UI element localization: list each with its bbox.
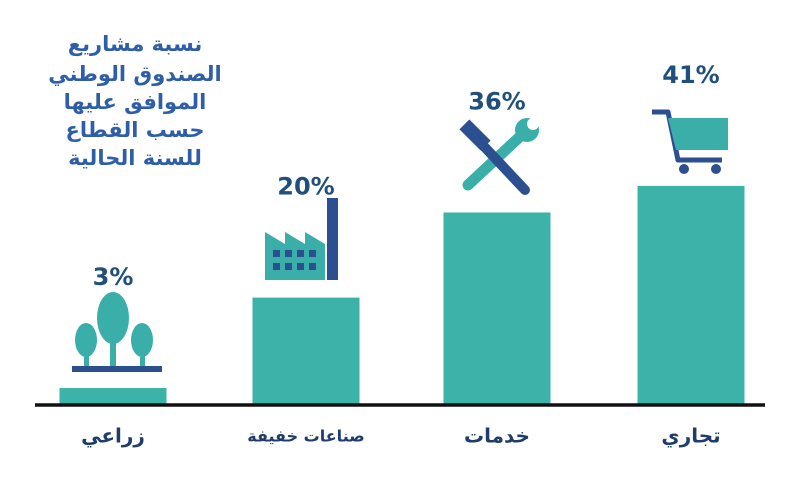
x-tick-label: صناعات خفيفة [247, 427, 364, 446]
title-line: الموافق عليها [64, 90, 207, 114]
title-line: الصندوق الوطني [48, 62, 221, 86]
value-label: 20% [277, 173, 334, 201]
x-tick-label: تجاري [661, 424, 720, 449]
title-line: حسب القطاع [66, 118, 205, 142]
value-label: 36% [468, 87, 525, 115]
x-tick-label: خدمات [464, 424, 530, 448]
factory-icon [265, 198, 338, 280]
tools-icon [459, 118, 539, 195]
x-tick-label: زراعي [81, 424, 145, 449]
title-line: للسنة الحالية [68, 146, 202, 170]
title-line: نسبة مشاريع [68, 32, 202, 56]
value-label: 3% [93, 263, 134, 291]
bar [443, 212, 551, 404]
value-label: 41% [662, 61, 719, 89]
tree-icon [72, 292, 162, 372]
cart-icon [652, 109, 728, 174]
bar [59, 388, 167, 404]
bar [637, 185, 745, 404]
bar [252, 297, 360, 404]
chart-title: نسبة مشاريع الصندوق الوطني الموافق عليها… [48, 32, 221, 170]
